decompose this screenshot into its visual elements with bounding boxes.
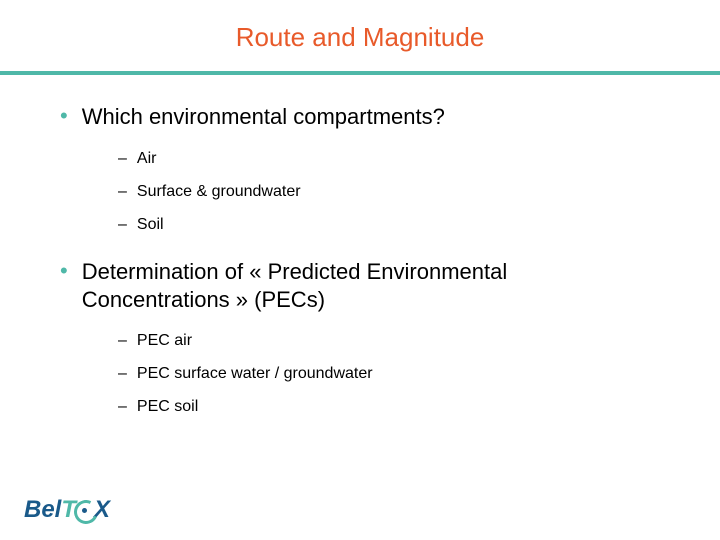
sub-bullet-marker: – xyxy=(118,397,127,416)
sub-bullet-marker: – xyxy=(118,331,127,350)
sub-bullet-marker: – xyxy=(118,149,127,168)
sub-bullet-text: Air xyxy=(137,149,157,168)
bullet-text: Determination of « Predicted Environment… xyxy=(82,258,660,313)
slide-content: • Which environmental compartments? – Ai… xyxy=(0,75,720,441)
bullet-item: • Determination of « Predicted Environme… xyxy=(60,258,660,313)
sub-bullet-text: PEC soil xyxy=(137,397,198,416)
sub-bullet-item: – PEC surface water / groundwater xyxy=(118,364,660,383)
slide-title: Route and Magnitude xyxy=(0,0,720,53)
sub-bullet-item: – PEC soil xyxy=(118,397,660,416)
bullet-marker: • xyxy=(60,258,68,284)
sub-bullet-text: PEC air xyxy=(137,331,192,350)
sub-bullet-text: PEC surface water / groundwater xyxy=(137,364,373,383)
sub-bullet-text: Surface & groundwater xyxy=(137,182,301,201)
sub-bullet-item: – PEC air xyxy=(118,331,660,350)
bullet-item: • Which environmental compartments? xyxy=(60,103,660,131)
sub-bullet-item: – Air xyxy=(118,149,660,168)
sub-bullet-marker: – xyxy=(118,182,127,201)
sub-bullet-marker: – xyxy=(118,364,127,383)
sub-bullet-text: Soil xyxy=(137,215,164,234)
sub-bullet-list: – Air – Surface & groundwater – Soil xyxy=(60,143,660,259)
bullet-text: Which environmental compartments? xyxy=(82,103,445,131)
logo-text-bel: Bel xyxy=(24,496,61,524)
sub-bullet-item: – Surface & groundwater xyxy=(118,182,660,201)
sub-bullet-item: – Soil xyxy=(118,215,660,234)
logo-ring-icon xyxy=(74,499,96,521)
bullet-marker: • xyxy=(60,103,68,129)
sub-bullet-list: – PEC air – PEC surface water / groundwa… xyxy=(60,325,660,441)
beltox-logo: Bel T X xyxy=(24,496,110,524)
sub-bullet-marker: – xyxy=(118,215,127,234)
